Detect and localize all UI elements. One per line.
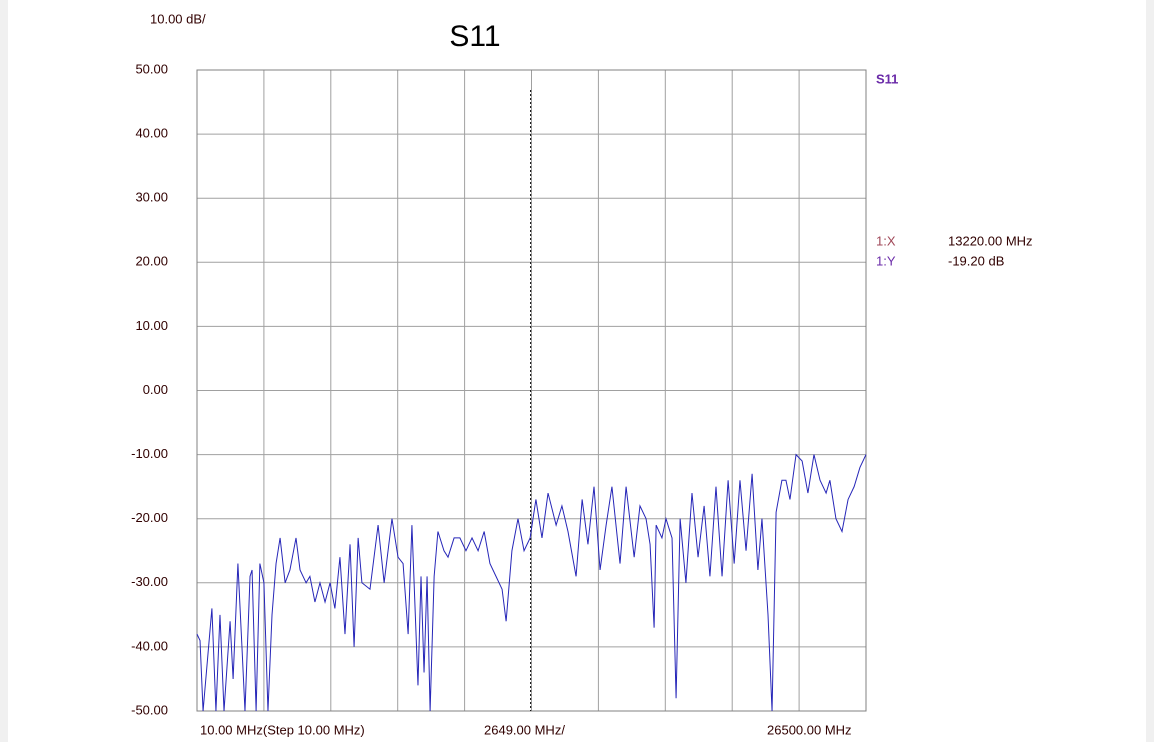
y-tick-label: -30.00 [131,574,168,589]
y-tick-label: 50.00 [135,61,168,76]
x-stop-label: 26500.00 MHz [767,722,852,737]
panel [8,0,1146,742]
y-tick-label: 10.00 [135,318,168,333]
trace [196,453,867,712]
marker-x-label: 1:X [876,233,896,248]
marker-y-text: -19.20 dB [948,253,1004,268]
plot-frame [196,69,867,712]
y-tick-label: 40.00 [135,126,168,141]
y-tick-label: -40.00 [131,638,168,653]
legend-entry: S11 [876,71,898,86]
y-tick-label: 20.00 [135,254,168,269]
marker-x-text: 13220.00 MHz [948,233,1033,248]
marker-y-label: 1:Y [876,253,896,268]
y-tick-label: -50.00 [131,702,168,717]
chart-title: S11 [449,20,500,53]
y-tick-label: 30.00 [135,190,168,205]
y-tick-label: -20.00 [131,510,168,525]
y-tick-label: -10.00 [131,446,168,461]
x-start-label: 10.00 MHz(Step 10.00 MHz) [200,722,365,737]
scale-label: 10.00 dB/ [150,11,206,26]
y-tick-label: 0.00 [143,382,168,397]
x-step-label: 2649.00 MHz/ [484,722,565,737]
